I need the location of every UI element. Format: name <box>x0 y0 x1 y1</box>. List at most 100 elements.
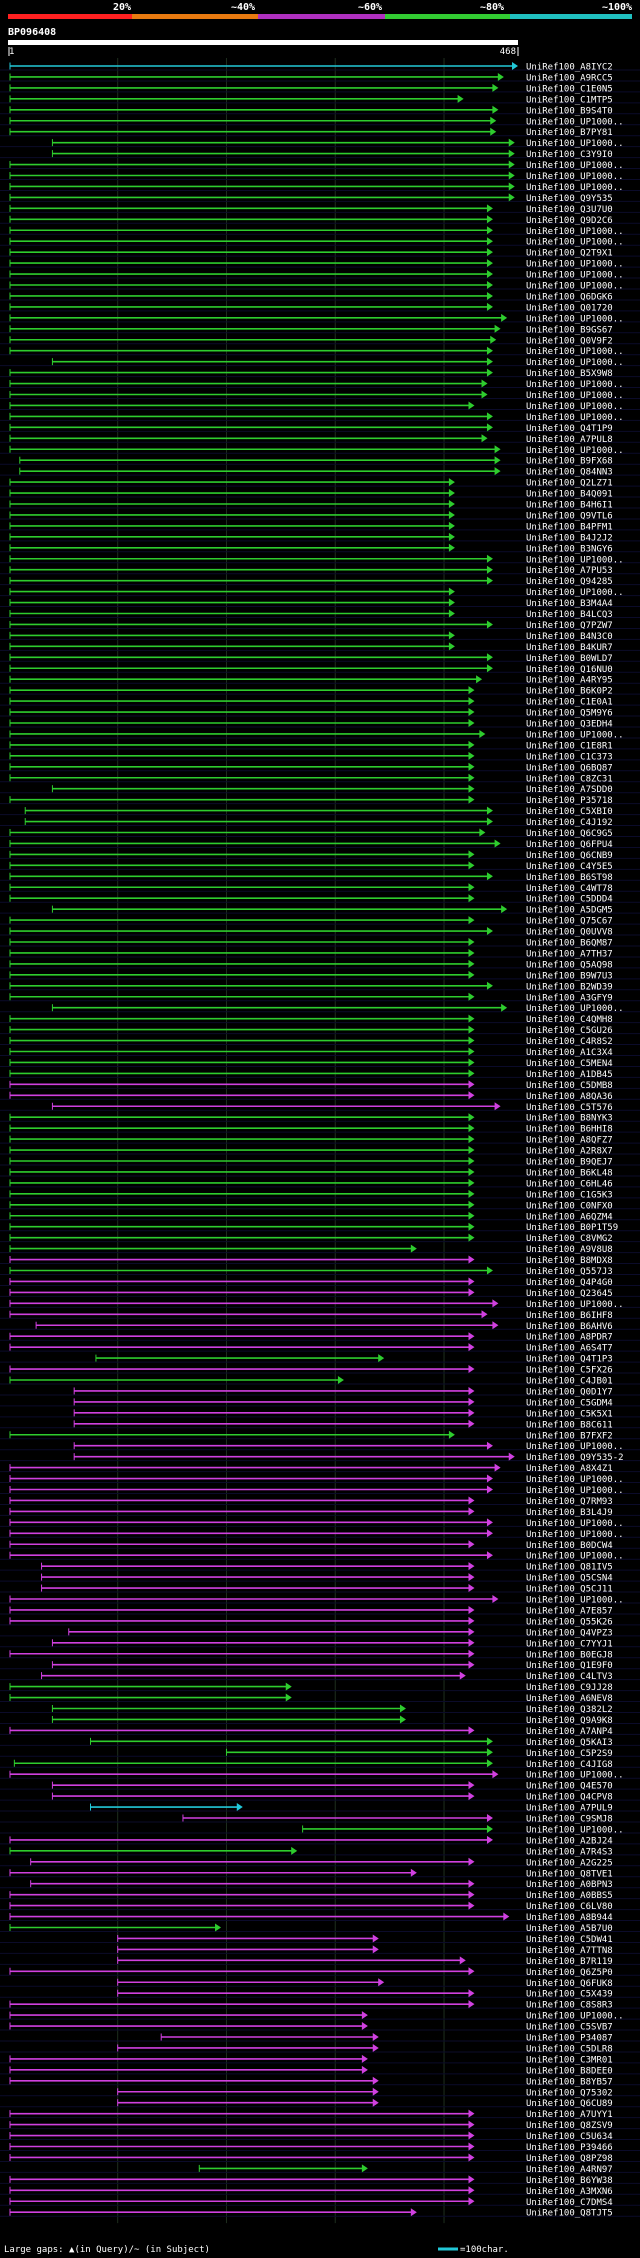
hit-arrowhead <box>468 1573 475 1582</box>
hit-label: UniRef100_A7TTN8 <box>526 1946 613 1956</box>
hit-arrowhead <box>486 204 493 213</box>
hit-arrowhead <box>361 2054 368 2063</box>
hit-label: UniRef100_C8ZC31 <box>526 774 613 784</box>
hit-arrowhead <box>497 72 504 81</box>
hit-label: UniRef100_UP1000.. <box>526 1475 624 1485</box>
hit-label: UniRef100_A2R8X7 <box>526 1147 613 1157</box>
hit-arrowhead <box>468 2153 475 2162</box>
hit-label: UniRef100_C0NFX0 <box>526 1201 613 1211</box>
hit-label: UniRef100_Q8TJT5 <box>526 2209 613 2219</box>
hit-arrowhead <box>468 719 475 727</box>
hit-arrowhead <box>468 740 475 749</box>
hit-arrowhead <box>468 1014 475 1023</box>
hit-label: UniRef100_P39466 <box>526 2143 613 2153</box>
hit-arrowhead <box>492 1321 499 1330</box>
hit-label: UniRef100_Q6BQ87 <box>526 763 613 773</box>
hit-arrowhead <box>486 653 493 662</box>
hit-label: UniRef100_B7R119 <box>526 1957 613 1967</box>
hit-arrowhead <box>486 565 493 574</box>
hit-label: UniRef100_A6NEV8 <box>526 1694 613 1704</box>
hit-arrowhead <box>468 1616 475 1625</box>
hit-label: UniRef100_Q6FUK8 <box>526 1979 613 1989</box>
hit-arrowhead <box>494 445 501 454</box>
hit-arrowhead <box>361 2065 368 2074</box>
hit-arrowhead <box>410 1244 417 1253</box>
hit-arrowhead <box>468 1222 475 1231</box>
footer-gaps-legend: Large gaps: ▲(in Query)/~ (in Subject) <box>4 2245 210 2255</box>
hit-arrowhead <box>468 1178 475 1187</box>
hit-arrowhead <box>468 1638 475 1647</box>
hit-label: UniRef100_Q8ZSV9 <box>526 2121 613 2131</box>
hit-label: UniRef100_P34087 <box>526 2034 613 2044</box>
hit-label: UniRef100_A6S4T7 <box>526 1344 613 1354</box>
hit-arrowhead <box>492 1299 499 1308</box>
hit-arrowhead <box>361 2164 368 2173</box>
hit-arrowhead <box>486 291 493 300</box>
hit-arrowhead <box>468 1255 475 1264</box>
hit-arrowhead <box>486 554 493 563</box>
hit-arrowhead <box>468 1332 475 1341</box>
hit-label: UniRef100_A8B944 <box>526 1913 613 1923</box>
hit-label: UniRef100_C6LV80 <box>526 1902 613 1912</box>
hit-arrowhead <box>468 1792 475 1801</box>
hit-label: UniRef100_A5B7U0 <box>526 1924 613 1934</box>
hit-label: UniRef100_A8X4Z1 <box>526 1464 613 1474</box>
hit-arrowhead <box>468 1901 475 1910</box>
hit-arrowhead <box>486 1737 493 1746</box>
hit-label: UniRef100_B3L4J9 <box>526 1508 613 1518</box>
hit-arrowhead <box>486 237 493 246</box>
hit-label: UniRef100_Q8PZ98 <box>526 2154 613 2164</box>
hit-label: UniRef100_Q75C67 <box>526 917 613 927</box>
hit-arrowhead <box>508 182 515 191</box>
hit-label: UniRef100_UP1000.. <box>526 161 624 171</box>
hit-arrowhead <box>448 532 455 541</box>
hit-label: UniRef100_C6HL46 <box>526 1179 613 1189</box>
hit-arrowhead <box>481 390 488 399</box>
hit-label: UniRef100_UP1000.. <box>526 1004 624 1014</box>
hit-label: UniRef100_A2G225 <box>526 1858 613 1868</box>
hit-arrowhead <box>448 510 455 519</box>
hit-label: UniRef100_Q0V9F2 <box>526 336 613 346</box>
hit-label: UniRef100_Q382L2 <box>526 1705 613 1715</box>
hit-arrowhead <box>448 631 455 640</box>
hit-arrowhead <box>468 784 475 793</box>
hit-label: UniRef100_A0BBS5 <box>526 1891 613 1901</box>
hit-arrowhead <box>236 1803 243 1812</box>
hit-arrowhead <box>468 1726 475 1735</box>
hit-label: UniRef100_UP1000.. <box>526 1552 624 1562</box>
hit-arrowhead <box>468 1113 475 1122</box>
hit-arrowhead <box>508 149 515 158</box>
hit-label: UniRef100_B6QM87 <box>526 939 613 949</box>
hit-label: UniRef100_A7PU53 <box>526 566 613 576</box>
hit-arrowhead <box>372 2098 379 2107</box>
hit-label: UniRef100_UP1000.. <box>526 358 624 368</box>
hit-arrowhead <box>468 1967 475 1976</box>
hit-label: UniRef100_A7SDD0 <box>526 785 613 795</box>
hit-arrowhead <box>468 1890 475 1899</box>
hit-arrowhead <box>448 609 455 618</box>
hit-arrowhead <box>492 1595 499 1603</box>
hit-label: UniRef100_A8QFZ7 <box>526 1136 613 1146</box>
hit-label: UniRef100_C9SMJ8 <box>526 1815 613 1825</box>
hit-arrowhead <box>291 1846 298 1855</box>
hit-label: UniRef100_B5X9W8 <box>526 369 613 379</box>
hit-label: UniRef100_Q55K26 <box>526 1617 613 1627</box>
hit-arrowhead <box>372 1934 379 1943</box>
hit-label: UniRef100_Q8TVE1 <box>526 1869 613 1879</box>
legend-label: ~100% <box>602 2 632 13</box>
hit-label: UniRef100_UP1000.. <box>526 1825 624 1835</box>
hit-label: UniRef100_Q6DGK6 <box>526 292 613 302</box>
legend-color-segment <box>258 14 385 19</box>
hit-arrowhead <box>468 708 475 717</box>
hit-arrowhead <box>468 883 475 892</box>
hit-label: UniRef100_Q5KAI3 <box>526 1738 613 1748</box>
hit-arrowhead <box>486 872 493 881</box>
hit-label: UniRef100_C5DLR8 <box>526 2044 613 2054</box>
hit-arrowhead <box>448 642 455 651</box>
chart-title: BP096408 <box>8 27 56 38</box>
hit-label: UniRef100_C5GDM4 <box>526 1398 613 1408</box>
hit-label: UniRef100_Q9D2C6 <box>526 216 613 226</box>
hit-label: UniRef100_B2WD39 <box>526 982 613 992</box>
hit-arrowhead <box>468 894 475 903</box>
